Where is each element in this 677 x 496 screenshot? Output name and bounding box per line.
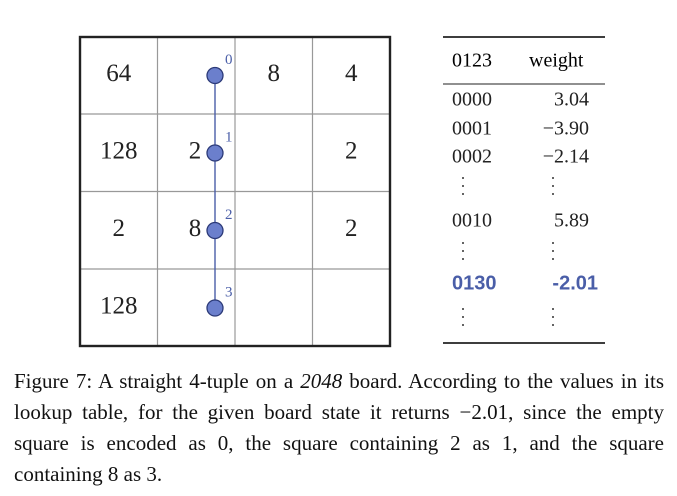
table-key: 0010 — [452, 210, 492, 232]
board-border — [78, 35, 392, 348]
ellipsis-dots — [462, 177, 554, 326]
board-cell: 8 — [268, 60, 281, 87]
tuple-node — [206, 144, 224, 162]
tuple-label: 0 — [225, 52, 233, 68]
board-cell: 2 — [345, 215, 358, 242]
tuple-label: 2 — [225, 207, 233, 223]
tuple-label: 3 — [225, 284, 233, 300]
board-cell: 2 — [113, 215, 126, 242]
tuple-label: 1 — [225, 129, 233, 145]
highlight-weight: -2.01 — [552, 272, 598, 294]
board-cell: 2 — [189, 138, 202, 165]
table-key: 0001 — [452, 118, 492, 140]
table-weight: 3.04 — [554, 89, 589, 111]
board-cell: 64 — [106, 60, 132, 87]
board-cell: 128 — [100, 138, 138, 165]
table-header: weight — [529, 50, 584, 72]
tuple-node — [206, 221, 224, 240]
highlight-key: 0130 — [452, 272, 497, 294]
table-key: 0002 — [452, 146, 492, 168]
table-weight: −2.14 — [543, 146, 589, 168]
board-cell: 4 — [345, 60, 358, 87]
board-cell: 128 — [100, 293, 138, 320]
table-key: 0000 — [452, 89, 492, 111]
caption-text: board. According to the values in its lo… — [14, 369, 664, 486]
tuple-node — [206, 299, 224, 317]
board-cell: 8 — [189, 215, 202, 242]
caption: Figure 7: A straight 4-tuple on a 2048 b… — [14, 366, 664, 490]
tuple-node — [206, 66, 224, 85]
caption-italic: 2048 — [300, 369, 343, 393]
caption-text: Figure 7: A straight 4-tuple on a — [14, 369, 301, 393]
table-header: 0123 — [452, 50, 492, 72]
table-rules — [443, 36, 605, 344]
table-weight: −3.90 — [543, 118, 589, 140]
table-weight: 5.89 — [554, 210, 589, 232]
board-cell: 2 — [345, 138, 358, 165]
board-grid — [80, 37, 390, 346]
